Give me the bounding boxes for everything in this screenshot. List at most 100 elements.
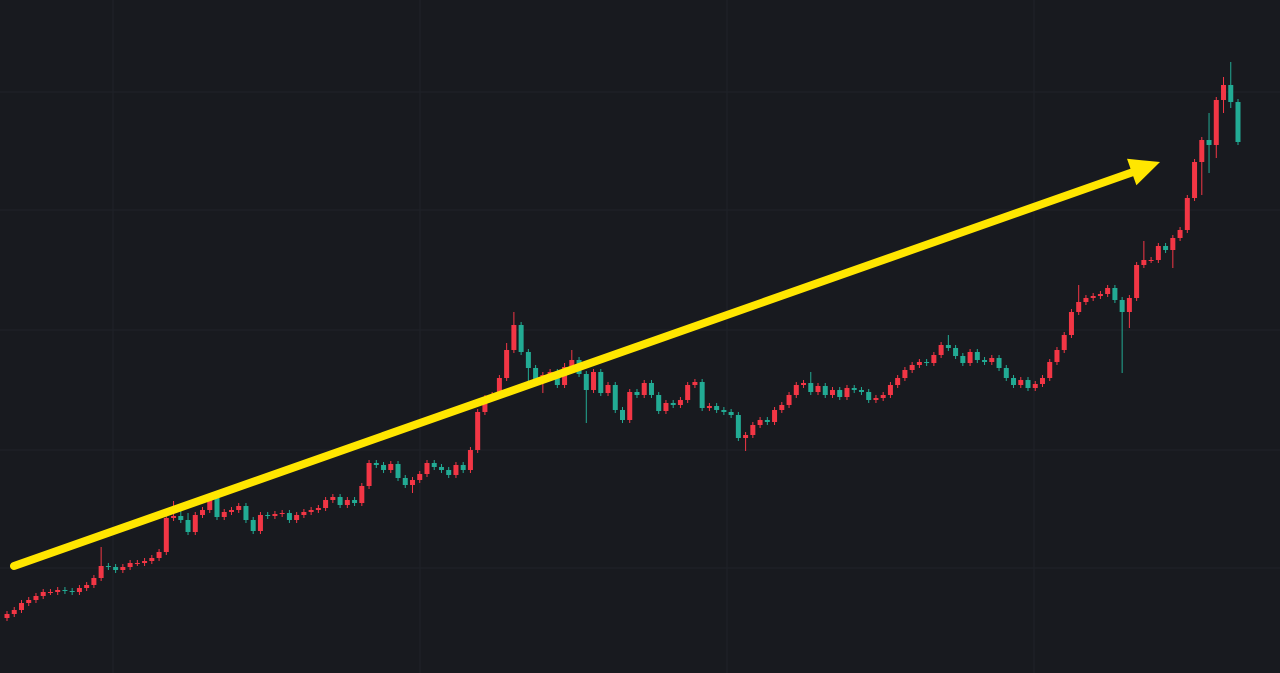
candle-body: [656, 395, 662, 411]
candle-body: [98, 566, 104, 578]
candle-body: [1184, 198, 1190, 230]
candle-body: [344, 500, 350, 505]
candle-body: [837, 390, 843, 397]
candle-body: [627, 392, 633, 420]
candle-body: [243, 506, 249, 520]
candle-body: [844, 388, 850, 397]
candle-body: [641, 383, 647, 395]
candle-body: [438, 467, 444, 470]
candle-body: [286, 513, 292, 520]
candle-body: [337, 497, 343, 505]
candle-body: [1090, 296, 1096, 298]
candle-body: [634, 392, 640, 395]
candle-body: [171, 516, 177, 518]
candle-body: [200, 510, 206, 515]
candle-body: [26, 600, 32, 603]
candle-body: [330, 497, 336, 500]
candle-body: [446, 470, 452, 475]
candle-body: [33, 596, 39, 600]
candle-body: [352, 500, 358, 503]
candle-body: [467, 450, 473, 470]
candle-body: [1221, 85, 1227, 100]
candle-body: [1003, 368, 1009, 378]
candle-body: [40, 592, 46, 596]
candle-body: [511, 325, 517, 350]
candle-body: [381, 465, 387, 470]
candle-body: [873, 398, 879, 400]
candle-body: [373, 463, 379, 465]
candle-body: [1119, 300, 1125, 312]
candle-body: [1228, 85, 1234, 102]
candle-body: [156, 552, 162, 558]
candle-body: [482, 398, 488, 412]
candle-body: [801, 383, 807, 385]
candle-body: [1105, 288, 1111, 294]
candle-body: [431, 463, 437, 467]
candle-body: [410, 480, 416, 485]
candle-body: [1039, 378, 1045, 384]
candle-body: [402, 478, 408, 485]
candle-body: [366, 463, 372, 486]
candle-body: [974, 352, 980, 360]
candle-body: [395, 464, 401, 478]
candle-body: [902, 370, 908, 378]
candle-body: [612, 385, 618, 410]
candle-body: [591, 372, 597, 390]
candle-body: [757, 420, 763, 425]
candle-body: [938, 345, 944, 355]
candle-body: [149, 558, 155, 561]
candle-body: [221, 512, 227, 517]
candle-body: [1155, 246, 1161, 260]
candle-body: [1134, 265, 1140, 298]
candle-body: [359, 486, 365, 503]
candle-body: [47, 592, 53, 593]
candle-body: [1199, 140, 1205, 162]
candle-body: [1076, 302, 1082, 312]
candle-body: [76, 588, 82, 592]
arrow-shaft: [10, 167, 1140, 570]
candle-body: [1061, 335, 1067, 350]
candle-body: [265, 515, 271, 516]
candle-body: [1032, 384, 1038, 388]
candle-body: [750, 425, 756, 435]
candle-body: [786, 395, 792, 405]
candle-body: [858, 390, 864, 392]
candle-body: [960, 356, 966, 363]
candle-body: [504, 350, 510, 378]
candle-body: [1047, 362, 1053, 378]
candle-body: [793, 385, 799, 395]
candle-body: [228, 510, 234, 512]
candle-body: [91, 578, 97, 585]
candle-body: [829, 390, 835, 395]
candle-body: [1206, 140, 1212, 145]
candle-body: [207, 497, 213, 510]
candle-body: [685, 385, 691, 400]
candle-body: [1126, 298, 1132, 312]
candle-body: [1112, 288, 1118, 300]
candle-body: [134, 563, 140, 564]
candle-body: [569, 360, 575, 367]
candle-body: [1141, 260, 1147, 265]
candle-body: [916, 362, 922, 365]
candle-body: [308, 510, 314, 512]
candle-body: [1068, 312, 1074, 335]
candle-body: [663, 403, 669, 411]
candle-body: [1213, 100, 1219, 145]
candle-body: [714, 406, 720, 410]
candle-body: [866, 392, 872, 400]
candle-body: [924, 362, 930, 363]
candle-body: [475, 412, 481, 450]
candle-body: [909, 365, 915, 370]
arrow-head: [1127, 158, 1160, 186]
candle-body: [315, 508, 321, 510]
candle-body: [728, 412, 734, 415]
candle-body: [1177, 230, 1183, 238]
candle-body: [1025, 380, 1031, 388]
candle-body: [1163, 246, 1169, 250]
candle-body: [851, 388, 857, 390]
candle-body: [989, 358, 995, 362]
candle-body: [815, 386, 821, 392]
candle-body: [620, 410, 625, 420]
